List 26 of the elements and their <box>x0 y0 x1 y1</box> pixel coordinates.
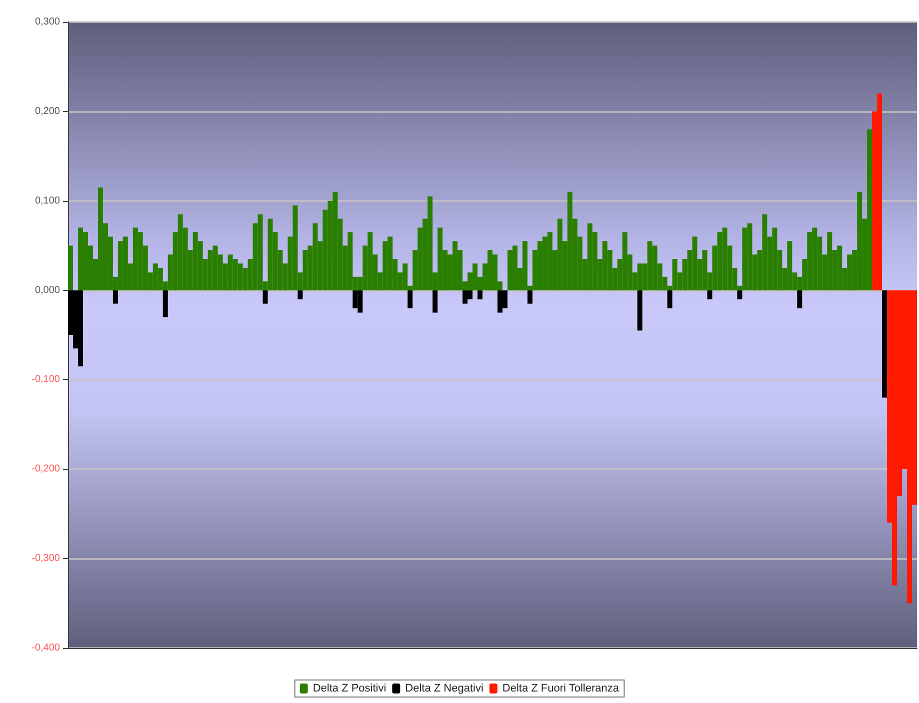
bar <box>112 290 118 304</box>
bar <box>432 290 438 313</box>
y-tick-label: -0,200 <box>32 464 60 475</box>
bar <box>162 290 168 318</box>
bar <box>797 290 802 308</box>
bar <box>262 290 268 304</box>
bar <box>298 290 303 300</box>
bar <box>637 290 642 331</box>
y-tick-label: -0,300 <box>32 553 60 564</box>
bar <box>527 290 532 304</box>
bar <box>707 290 712 300</box>
y-tick-label: -0,400 <box>32 642 60 654</box>
bar <box>478 290 483 300</box>
bar <box>68 246 73 290</box>
legend-label: Delta Z Negativi <box>405 682 484 694</box>
bar <box>882 290 888 398</box>
bar <box>667 290 672 308</box>
legend-label: Delta Z Positivi <box>312 682 386 694</box>
bar <box>408 290 413 308</box>
y-tick-label: 0,100 <box>34 195 60 206</box>
y-tick-label: 0,000 <box>34 284 60 296</box>
bar <box>737 290 742 300</box>
y-tick-label: -0,100 <box>32 374 60 386</box>
y-tick-label: 0,300 <box>34 16 60 28</box>
legend-label: Delta Z Fuori Tolleranza <box>502 682 620 694</box>
y-tick-label: 0,200 <box>34 106 60 117</box>
